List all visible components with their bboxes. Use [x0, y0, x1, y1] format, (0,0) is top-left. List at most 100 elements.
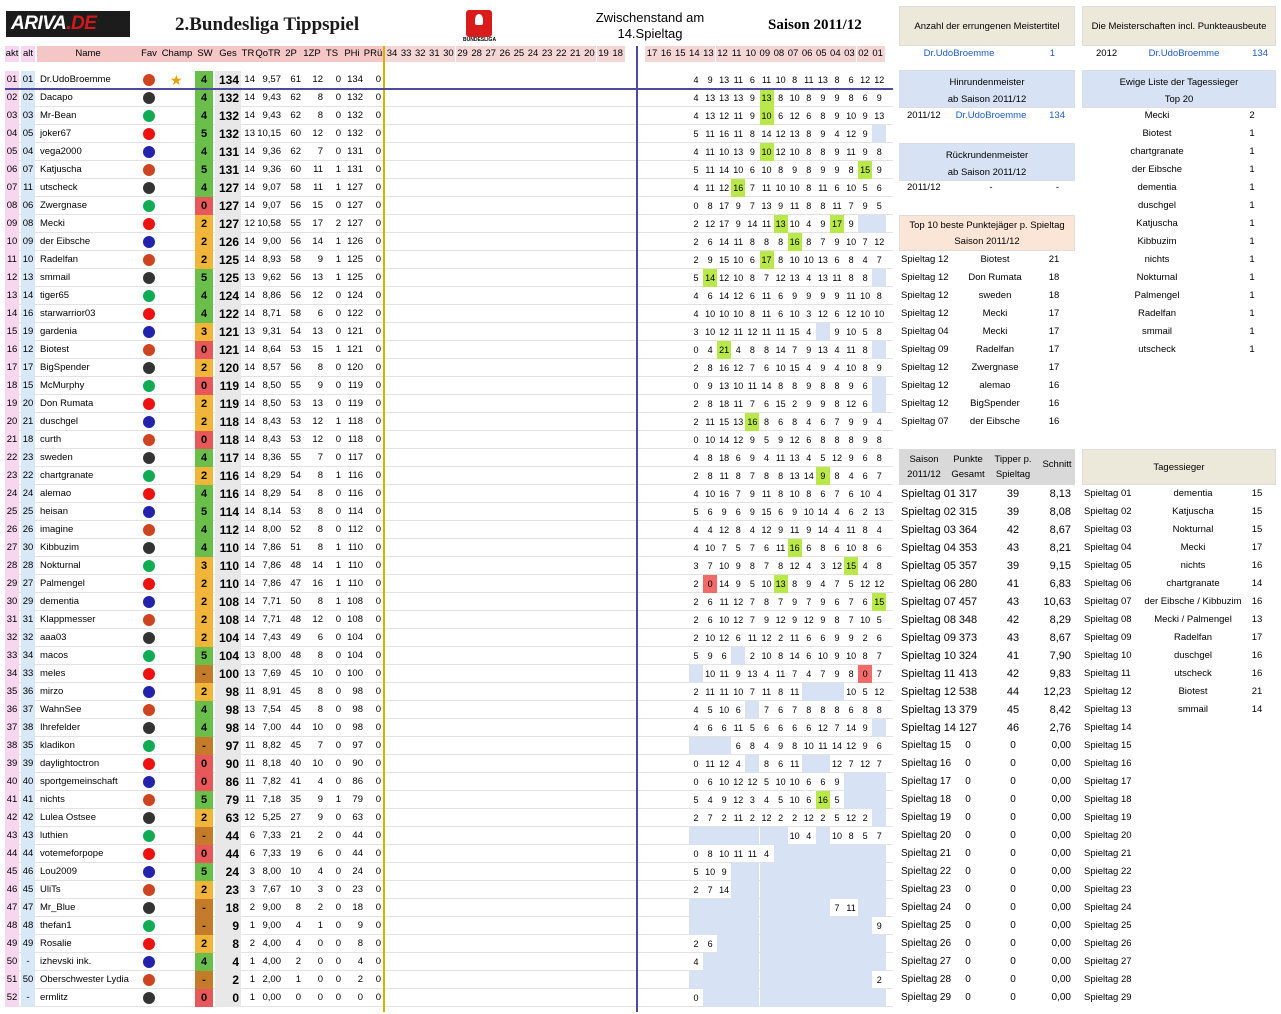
table-row[interactable]: 22 23 sweden 4 117 14 8,36 55 7 0 117 0 4 8 18 6 9 4 11 13 4… [5, 449, 893, 467]
player-name[interactable]: chartgranate [40, 470, 94, 481]
player-name[interactable]: Katjuscha [40, 164, 82, 175]
player-name[interactable]: dementia [40, 596, 80, 607]
player-name[interactable]: der Eibsche [40, 236, 91, 247]
table-row[interactable]: 29 27 Palmengel 2 110 14 7,86 47 16 1 110 0 2 0 14 9 5 10… [5, 575, 893, 593]
table-row[interactable]: 33 34 macos 5 104 13 8,00 48 8 0 104 0 5 9 6 2 10 8 14 6 10 9… [5, 647, 893, 665]
table-row[interactable]: 30 29 dementia 2 108 14 7,71 50 8 1 108 0 2 6 11 12 7 8 7 9… [5, 593, 893, 611]
player-name[interactable]: izhevski ink. [40, 956, 92, 967]
table-row[interactable]: 39 39 daylightoctron 0 90 11 8,18 40 10 0 90 0 0 11 12… [5, 755, 893, 773]
player-name[interactable]: votemeforpope [40, 848, 104, 859]
table-row[interactable]: 17 17 BigSpender 2 120 14 8,57 56 8 0 120 0 2 8 16 12 7 6… [5, 359, 893, 377]
player-name[interactable]: smmail [40, 272, 71, 283]
player-name[interactable]: curth [40, 434, 62, 445]
player-name[interactable]: gardenia [40, 326, 77, 337]
table-row[interactable]: 49 49 Rosalie 2 8 2 4,00 4 0 0 8 0 2 6 [5, 935, 893, 953]
player-name[interactable]: aaa03 [40, 632, 67, 643]
table-row[interactable]: 38 35 kladikon -97 11 8,82 45 7 0 97 0 6 8 4 9 8 10 11 14 1… [5, 737, 893, 755]
table-row[interactable]: 02 02 Dacapo 4 132 14 9,43 62 8 0 132 0 4 13 13 13 9 13 8 1… [5, 89, 893, 107]
table-row[interactable]: 46 45 UliTs 2 23 3 7,67 10 3 0 23 0 2 7 14 [5, 881, 893, 899]
table-row[interactable]: 05 04 vega2000 4 131 14 9,36 62 7 0 131 0 4 11 10 13 9 10… [5, 143, 893, 161]
table-row[interactable]: 20 21 duschgel 2 118 14 8,43 53 12 1 118 0 2 11 15 13 16… [5, 413, 893, 431]
player-name[interactable]: WahnSee [40, 704, 82, 715]
player-name[interactable]: meles [40, 668, 66, 679]
player-name[interactable]: joker67 [40, 128, 72, 139]
player-name[interactable]: duschgel [40, 416, 79, 427]
player-name[interactable]: utscheck [40, 182, 78, 193]
player-name[interactable]: nichts [40, 794, 65, 805]
table-row[interactable]: 40 40 sportgemeinschaft 0 86 11 7,82 41 4 0 86 0 0 6 1… [5, 773, 893, 791]
table-row[interactable]: 48 48 thefan1-9 1 9,00 4 1 0 9 0 9 [5, 917, 893, 935]
player-name[interactable]: daylightoctron [40, 758, 100, 769]
player-name[interactable]: Palmengel [40, 578, 85, 589]
table-row[interactable]: 32 32 aaa03 2 104 14 7,43 49 6 0 104 0 2 10 12 6 11 12 2 11… [5, 629, 893, 647]
player-name[interactable]: UliTs [40, 884, 61, 895]
table-row[interactable]: 06 07 Katjuscha 5 131 14 9,36 60 11 1 131 0 5 11 14 10 6… [5, 161, 893, 179]
table-row[interactable]: 04 05 joker67 5 132 13 10,15 60 12 0 132 0 5 11 16 11 8 1… [5, 125, 893, 143]
table-row[interactable]: 27 30 Kibbuzim 4 110 14 7,86 51 8 1 110 0 4 10 7 5 7 6 11 1… [5, 539, 893, 557]
player-name[interactable]: macos [40, 650, 68, 661]
table-row[interactable]: 07 11 utscheck 4 127 14 9,07 58 11 1 127 0 4 11 12 16 7 1… [5, 179, 893, 197]
player-name[interactable]: alemao [40, 488, 72, 499]
table-row[interactable]: 19 20 Don Rumata 2 119 14 8,50 53 13 0 119 0 2 8 18 11 7… [5, 395, 893, 413]
player-name[interactable]: Dr.UdoBroemme [40, 74, 111, 85]
table-row[interactable]: 10 09 der Eibsche 2 126 14 9,00 56 14 1 126 0 2 6 14 11… [5, 233, 893, 251]
table-row[interactable]: 24 24 alemao 4 116 14 8,29 54 8 0 116 0 4 10 16 7 9 11 8 10… [5, 485, 893, 503]
table-row[interactable]: 13 14 tiger65 4 124 14 8,86 56 12 0 124 0 4 6 14 12 6 11 6… [5, 287, 893, 305]
table-row[interactable]: 34 33 meles -100 13 7,69 45 10 0 100 0 10 11 9 13 4 11 7 4… [5, 665, 893, 683]
player-name[interactable]: Lou2009 [40, 866, 77, 877]
table-row[interactable]: 26 26 imagine 4 112 14 8,00 52 8 0 112 0 4 4 12 8 4 12 9 11… [5, 521, 893, 539]
player-name[interactable]: Radelfan [40, 254, 79, 265]
player-name[interactable]: Don Rumata [40, 398, 94, 409]
player-name[interactable]: imagine [40, 524, 74, 535]
player-name[interactable]: Nokturnal [40, 560, 81, 571]
player-name[interactable]: luthien [40, 830, 68, 841]
table-row[interactable]: 44 44 votemeforpope 0 44 6 7,33 19 6 0 44 0 0 8 10 11 11… [5, 845, 893, 863]
player-name[interactable]: ermlitz [40, 992, 68, 1003]
player-name[interactable]: Mr-Bean [40, 110, 77, 121]
table-row[interactable]: 37 38 Ihrefelder 4 98 14 7,00 44 10 0 98 0 4 6 6 11 5 6 6 6… [5, 719, 893, 737]
table-row[interactable]: 36 37 WahnSee 4 98 13 7,54 45 8 0 98 0 4 5 10 6 7 6 7 8 8 8 6 8… [5, 701, 893, 719]
table-row[interactable]: 45 46 Lou2009 5 24 3 8,00 10 4 0 24 0 5 10 9 [5, 863, 893, 881]
player-name[interactable]: Biotest [40, 344, 70, 355]
table-row[interactable]: 03 03 Mr-Bean 4 132 14 9,43 62 8 0 132 0 4 13 12 11 9 10 6… [5, 107, 893, 125]
player-name[interactable]: Lulea Ostsee [40, 812, 96, 823]
table-row[interactable]: 12 13 smmail 5 125 13 9,62 56 13 1 125 0 5 14 12 10 8 7 12… [5, 269, 893, 287]
table-row[interactable]: 21 18 curth 0 118 14 8,43 53 12 0 118 0 0 10 14 12 9 5 9 12… [5, 431, 893, 449]
table-row[interactable]: 08 06 Zwergnase 0 127 14 9,07 56 15 0 127 0 0 8 17 9 7 13… [5, 197, 893, 215]
table-row[interactable]: 50- izhevski ink. 4 4 1 4,00 2 0 0 4 0 4 [5, 953, 893, 971]
ariva-logo[interactable]: ARIVA.DE [6, 11, 130, 37]
player-name[interactable]: starwarrior03 [40, 308, 96, 319]
table-row[interactable]: 25 25 heisan 5 114 14 8,14 53 8 0 114 0 5 6 9 6 9 15 6 9 10 1… [5, 503, 893, 521]
player-name[interactable]: kladikon [40, 740, 75, 751]
table-row[interactable]: 42 42 Lulea Ostsee 2 63 12 5,25 27 9 0 63 0 2 7 2 11 2 12… [5, 809, 893, 827]
player-name[interactable]: heisan [40, 506, 68, 517]
player-name[interactable]: thefan1 [40, 920, 72, 931]
player-name[interactable]: BigSpender [40, 362, 90, 373]
table-row[interactable]: 52- ermlitz 0 0 1 0,00 0 0 0 0 0 0 [5, 989, 893, 1007]
player-name[interactable]: Kibbuzim [40, 542, 80, 553]
player-name[interactable]: McMurphy [40, 380, 85, 391]
table-row[interactable]: 41 41 nichts 5 79 11 7,18 35 9 1 79 0 5 4 9 12 3 4 5 10 6 16 5 [5, 791, 893, 809]
player-name[interactable]: Zwergnase [40, 200, 87, 211]
table-row[interactable]: 23 22 chartgranate 2 116 14 8,29 54 8 1 116 0 2 8 11 8 7… [5, 467, 893, 485]
player-name[interactable]: sweden [40, 452, 73, 463]
player-name[interactable]: Dacapo [40, 92, 73, 103]
table-row[interactable]: 09 08 Mecki 2 127 12 10,58 55 17 2 127 0 2 12 17 9 14 11 1… [5, 215, 893, 233]
player-name[interactable]: mirzo [40, 686, 64, 697]
table-row[interactable]: 14 16 starwarrior03 4 122 14 8,71 58 6 0 122 0 4 10 10… [5, 305, 893, 323]
player-name[interactable]: Mecki [40, 218, 65, 229]
table-row[interactable]: 31 31 Klappmesser 2 108 14 7,71 48 12 0 108 0 2 6 10 12… [5, 611, 893, 629]
table-row[interactable]: 28 28 Nokturnal 3 110 14 7,86 48 14 1 110 0 3 7 10 9 8 7 8… [5, 557, 893, 575]
table-row[interactable]: 35 36 mirzo 2 98 11 8,91 45 8 0 98 0 2 11 11 10 7 11 8 11 10… [5, 683, 893, 701]
player-name[interactable]: Rosalie [40, 938, 72, 949]
player-name[interactable]: Oberschwester Lydia [40, 974, 129, 985]
table-row[interactable]: 01 01 Dr.UdoBroemme ★ 4 134 14 9,57 61 12 0 134 0 4 9 1… [5, 71, 893, 89]
player-name[interactable]: Ihrefelder [40, 722, 81, 733]
player-name[interactable]: sportgemeinschaft [40, 776, 118, 787]
player-name[interactable]: vega2000 [40, 146, 82, 157]
player-name[interactable]: tiger65 [40, 290, 70, 301]
table-row[interactable]: 11 10 Radelfan 2 125 14 8,93 58 9 1 125 0 2 9 15 10 6 17 8… [5, 251, 893, 269]
table-row[interactable]: 15 19 gardenia 3 121 13 9,31 54 13 0 121 0 3 10 12 11 12… [5, 323, 893, 341]
player-name[interactable]: Klappmesser [40, 614, 96, 625]
table-row[interactable]: 18 15 McMurphy 0 119 14 8,50 55 9 0 119 0 0 9 13 10 11 14… [5, 377, 893, 395]
